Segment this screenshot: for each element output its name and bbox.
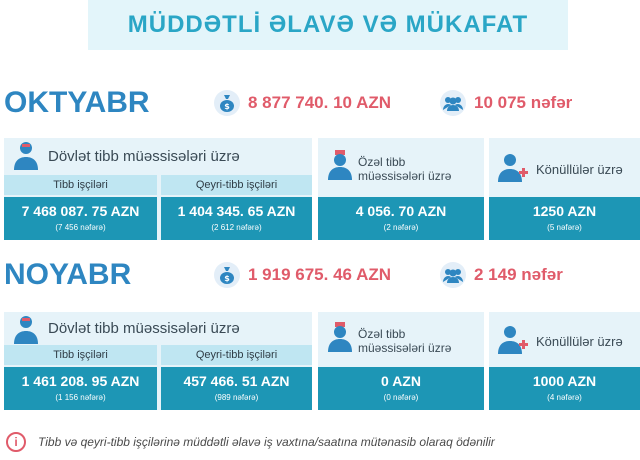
medical-cell: 7 468 087. 75 AZN (7 456 nəfərə) [4, 197, 157, 240]
people-group-icon [440, 262, 466, 288]
private-amount: 0 AZN [381, 373, 421, 389]
money-bag-icon: $ [214, 262, 240, 288]
total-amount-oktyabr: $ 8 877 740. 10 AZN [214, 90, 391, 116]
medical-header: Tibb işçiləri [4, 175, 157, 195]
total-amount-text: 1 919 675. 46 AZN [248, 265, 392, 284]
private-panel-label: Özəl tibb müəssisələri üzrə [358, 327, 451, 355]
title-banner: MÜDDƏTLİ ƏLAVƏ VƏ MÜKAFAT [88, 0, 568, 50]
month-title-noyabr: NOYABR [4, 258, 132, 291]
nonmedical-header: Qeyri-tibb işçiləri [161, 175, 312, 195]
svg-text:$: $ [224, 274, 230, 283]
info-icon: i [6, 432, 26, 452]
volunteer-panel-label: Könüllülər üzrə [536, 334, 623, 349]
private-label-line1: Özəl tibb [358, 327, 406, 341]
private-label-line2: müəssisələri üzrə [358, 169, 452, 183]
private-count: (2 nəfərə) [383, 223, 419, 232]
total-people-oktyabr: 10 075 nəfər [440, 90, 572, 116]
private-cell: 4 056. 70 AZN (2 nəfərə) [318, 197, 484, 240]
medical-header: Tibb işçiləri [4, 345, 157, 365]
state-panel-label: Dövlət tibb müəssisələri üzrə [48, 320, 240, 337]
private-panel-label: Özəl tibb müəssisələri üzrə [358, 155, 451, 183]
private-label-line2: müəssisələri üzrə [358, 341, 452, 355]
total-amount-text: 8 877 740. 10 AZN [248, 93, 392, 112]
volunteer-count: (4 nəfərə) [547, 393, 582, 402]
nonmedical-count: (989 nəfərə) [214, 393, 259, 402]
private-count: (0 nəfərə) [383, 393, 419, 402]
page-title: MÜDDƏTLİ ƏLAVƏ VƏ MÜKAFAT [127, 11, 529, 38]
nonmedical-amount: 1 404 345. 65 AZN [177, 203, 296, 219]
volunteer-icon [498, 326, 528, 354]
volunteer-cell: 1000 AZN (4 nəfərə) [489, 367, 640, 410]
nonmedical-cell: 1 404 345. 65 AZN (2 612 nəfərə) [161, 197, 312, 240]
svg-text:$: $ [224, 102, 230, 111]
total-people-text: 10 075 nəfər [474, 93, 573, 112]
medical-amount: 7 468 087. 75 AZN [21, 203, 140, 219]
volunteer-amount: 1250 AZN [532, 203, 597, 219]
volunteer-cell: 1250 AZN (5 nəfərə) [489, 197, 640, 240]
doctor-icon [14, 316, 38, 344]
medical-cell: 1 461 208. 95 AZN (1 156 nəfərə) [4, 367, 157, 410]
money-bag-icon: $ [214, 90, 240, 116]
state-panel-label: Dövlət tibb müəssisələri üzrə [48, 148, 240, 165]
total-people-text: 2 149 nəfər [474, 265, 563, 284]
volunteer-panel-label: Könüllülər üzrə [536, 162, 623, 177]
footer-text: Tibb və qeyri-tibb işçilərinə müddətli ə… [38, 435, 495, 449]
medical-count: (1 156 nəfərə) [55, 393, 106, 402]
volunteer-amount: 1000 AZN [532, 373, 597, 389]
month-title-oktyabr: OKTYABR [4, 86, 150, 119]
medical-count: (7 456 nəfərə) [55, 223, 106, 232]
people-group-icon [440, 90, 466, 116]
volunteer-count: (5 nəfərə) [547, 223, 582, 232]
total-people-noyabr: 2 149 nəfər [440, 262, 563, 288]
nonmedical-header: Qeyri-tibb işçiləri [161, 345, 312, 365]
doctor-icon [14, 142, 38, 170]
nonmedical-amount: 457 466. 51 AZN [183, 373, 290, 389]
medical-amount: 1 461 208. 95 AZN [21, 373, 140, 389]
nonmedical-count: (2 612 nəfərə) [211, 223, 262, 232]
footer-note: i Tibb və qeyri-tibb işçilərinə müddətli… [6, 432, 495, 452]
private-cell: 0 AZN (0 nəfərə) [318, 367, 484, 410]
total-amount-noyabr: $ 1 919 675. 46 AZN [214, 262, 391, 288]
private-amount: 4 056. 70 AZN [355, 203, 447, 219]
private-label-line1: Özəl tibb [358, 155, 406, 169]
doctor-icon [328, 150, 352, 180]
volunteer-icon [498, 154, 528, 182]
nonmedical-cell: 457 466. 51 AZN (989 nəfərə) [161, 367, 312, 410]
doctor-icon [328, 322, 352, 352]
